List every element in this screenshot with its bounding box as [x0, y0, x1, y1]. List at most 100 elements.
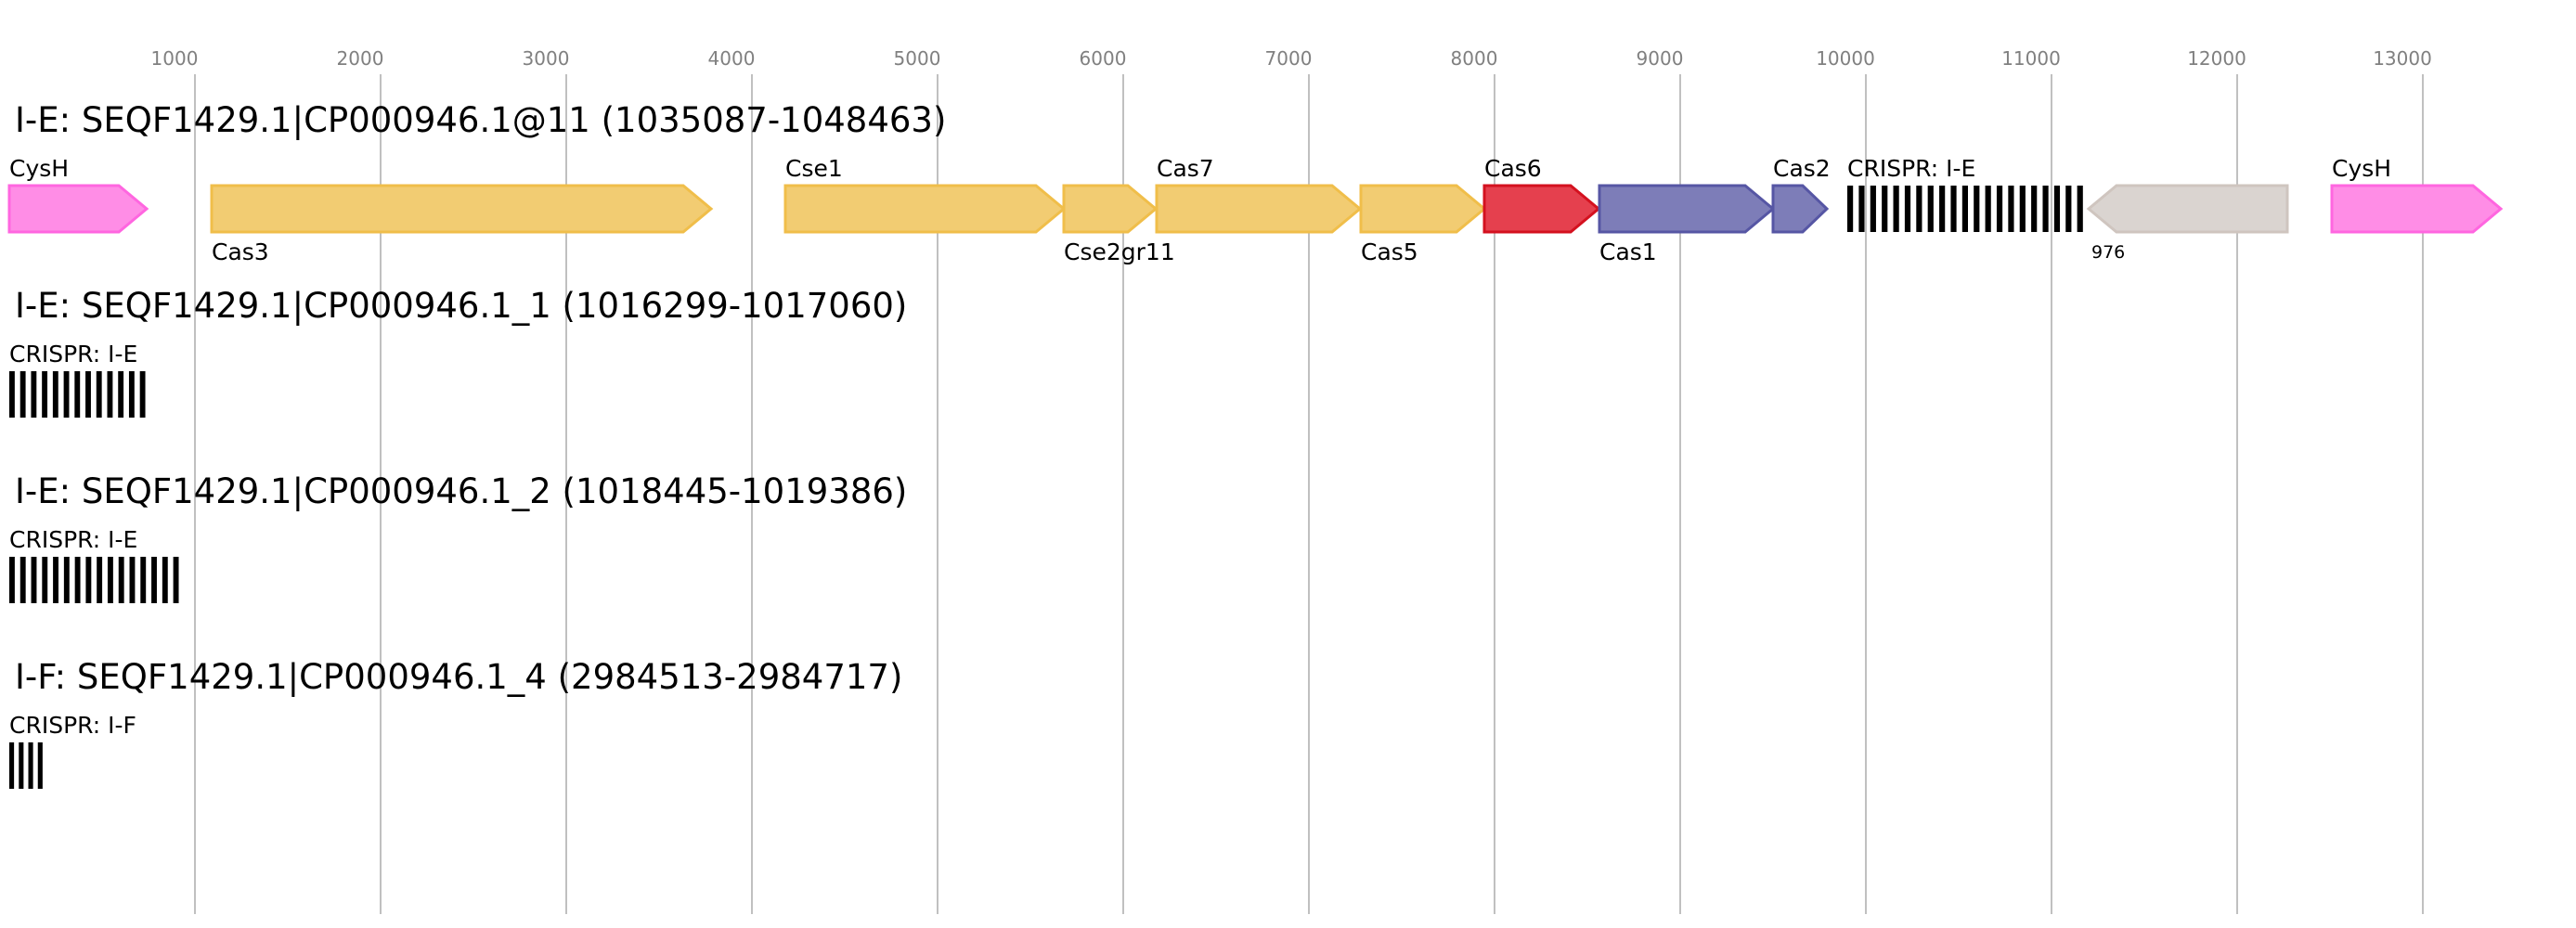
gene-arrow[interactable]: 976: [2086, 184, 2289, 263]
gene-arrow[interactable]: Cas5: [1359, 184, 1487, 265]
crispr-repeat-bar: [2077, 186, 2083, 232]
feature-label: Cse1: [785, 155, 843, 182]
track-title: I-E: SEQF1429.1|CP000946.1_2 (1018445-10…: [15, 471, 907, 511]
crispr-repeat-bar: [1939, 186, 1946, 232]
crispr-repeat-bar: [1916, 186, 1922, 232]
crispr-repeat-bar: [129, 557, 136, 603]
crispr-repeat-bar: [1847, 186, 1854, 232]
crispr-repeat-bar: [19, 557, 26, 603]
feature-label: 976: [2091, 242, 2125, 263]
feature-label: Cas6: [1484, 155, 1542, 182]
axis-tick-label: 10000: [1816, 47, 1875, 70]
gene-arrow[interactable]: Cas6: [1482, 155, 1601, 234]
gene-shape: [1482, 184, 1601, 234]
track: I-E: SEQF1429.1|CP000946.1_2 (1018445-10…: [9, 471, 907, 603]
crispr-repeat-bar: [85, 371, 91, 418]
track: I-F: SEQF1429.1|CP000946.1_4 (2984513-29…: [9, 657, 902, 789]
crispr-array[interactable]: CRISPR: I-E: [9, 341, 146, 418]
gene-arrow[interactable]: Cas3: [210, 184, 714, 265]
gene-arrow[interactable]: Cas1: [1598, 184, 1776, 265]
crispr-array[interactable]: CRISPR: I-E: [1847, 155, 2083, 232]
track-title: I-E: SEQF1429.1|CP000946.1@11 (1035087-1…: [15, 100, 946, 140]
feature-label: Cas5: [1361, 238, 1418, 265]
feature-label: Cas1: [1599, 238, 1657, 265]
track-title: I-E: SEQF1429.1|CP000946.1_1 (1016299-10…: [15, 286, 907, 326]
crispr-repeat-bar: [1904, 186, 1911, 232]
gene-shape: [7, 184, 149, 234]
crispr-repeat-bar: [85, 557, 92, 603]
gene-arrow[interactable]: Cse1: [783, 155, 1067, 234]
crispr-repeat-bar: [1950, 186, 1957, 232]
axis-tick-label: 4000: [708, 47, 756, 70]
axis-tick-label: 5000: [894, 47, 941, 70]
crispr-repeat-bar: [139, 371, 146, 418]
crispr-repeat-bar: [1858, 186, 1865, 232]
crispr-repeat-bar: [74, 371, 81, 418]
gene-arrow[interactable]: Cas7: [1155, 155, 1363, 234]
gene-shape: [1062, 184, 1159, 234]
axis-tick-label: 2000: [337, 47, 384, 70]
feature-label: CRISPR: I-E: [1847, 155, 1975, 182]
crispr-repeat-bar: [2053, 186, 2061, 232]
crispr-repeat-bar: [2042, 186, 2049, 232]
crispr-repeat-bar: [31, 557, 37, 603]
crispr-repeat-bar: [107, 557, 113, 603]
crispr-repeat-bar: [151, 557, 157, 603]
axis-tick-label: 7000: [1265, 47, 1313, 70]
axis-tick-label: 3000: [523, 47, 570, 70]
crispr-repeat-bar: [1985, 186, 1991, 232]
track: I-E: SEQF1429.1|CP000946.1_1 (1016299-10…: [9, 286, 907, 418]
crispr-repeat-bar: [42, 557, 48, 603]
gene-shape: [783, 184, 1067, 234]
tracks-layer: I-E: SEQF1429.1|CP000946.1@11 (1035087-1…: [7, 100, 2504, 789]
crispr-repeat-bar: [118, 371, 124, 418]
feature-label: Cas7: [1157, 155, 1214, 182]
crispr-repeat-bar: [1927, 186, 1934, 232]
crispr-repeat-bar: [9, 742, 15, 789]
crispr-repeat-bar: [1893, 186, 1899, 232]
gene-shape: [210, 184, 714, 234]
crispr-repeat-bar: [162, 557, 168, 603]
crispr-repeat-bar: [9, 371, 15, 418]
gene-shape: [1771, 184, 1830, 234]
feature-label: Cas3: [212, 238, 269, 265]
crispr-repeat-bar: [53, 557, 58, 603]
feature-label: Cas2: [1773, 155, 1831, 182]
crispr-repeat-bar: [74, 557, 81, 603]
track: I-E: SEQF1429.1|CP000946.1@11 (1035087-1…: [7, 100, 2504, 265]
feature-label: CysH: [2332, 155, 2391, 182]
axis-tick-label: 9000: [1637, 47, 1684, 70]
crispr-repeat-bar: [37, 742, 43, 789]
axis-tick-label: 13000: [2373, 47, 2432, 70]
track-title: I-F: SEQF1429.1|CP000946.1_4 (2984513-29…: [15, 657, 902, 697]
crispr-repeat-bar: [52, 371, 58, 418]
crispr-repeat-bar: [1870, 186, 1876, 232]
crispr-repeat-bar: [2065, 186, 2072, 232]
gene-shape: [1359, 184, 1487, 234]
crispr-repeat-bar: [128, 371, 135, 418]
gene-arrow[interactable]: Cse2gr11: [1062, 184, 1175, 265]
crispr-repeat-bar: [2031, 186, 2038, 232]
axis-tick-label: 12000: [2187, 47, 2246, 70]
crispr-repeat-bar: [1974, 186, 1980, 232]
axis-tick-label: 6000: [1080, 47, 1127, 70]
gene-shape: [2086, 184, 2289, 234]
axis-tick-label: 8000: [1451, 47, 1498, 70]
crispr-repeat-bar: [173, 557, 179, 603]
crispr-repeat-bar: [19, 371, 26, 418]
crispr-repeat-bar: [96, 371, 102, 418]
grid-layer: 1000 2000 3000 4000 5000 6000 7000 8000 9000 1000…: [151, 47, 2432, 914]
crispr-repeat-bar: [19, 742, 24, 789]
crispr-array[interactable]: CRISPR: I-F: [9, 712, 136, 789]
gene-arrow[interactable]: Cas2: [1771, 155, 1831, 234]
feature-label: CysH: [9, 155, 69, 182]
gene-arrow[interactable]: CysH: [7, 155, 149, 234]
feature-label: Cse2gr11: [1064, 238, 1175, 265]
crispr-repeat-bar: [118, 557, 124, 603]
crispr-array[interactable]: CRISPR: I-E: [9, 526, 179, 603]
feature-label: CRISPR: I-E: [9, 341, 137, 367]
gene-shape: [2330, 184, 2504, 234]
crispr-repeat-bar: [31, 371, 37, 418]
gene-arrow[interactable]: CysH: [2330, 155, 2504, 234]
